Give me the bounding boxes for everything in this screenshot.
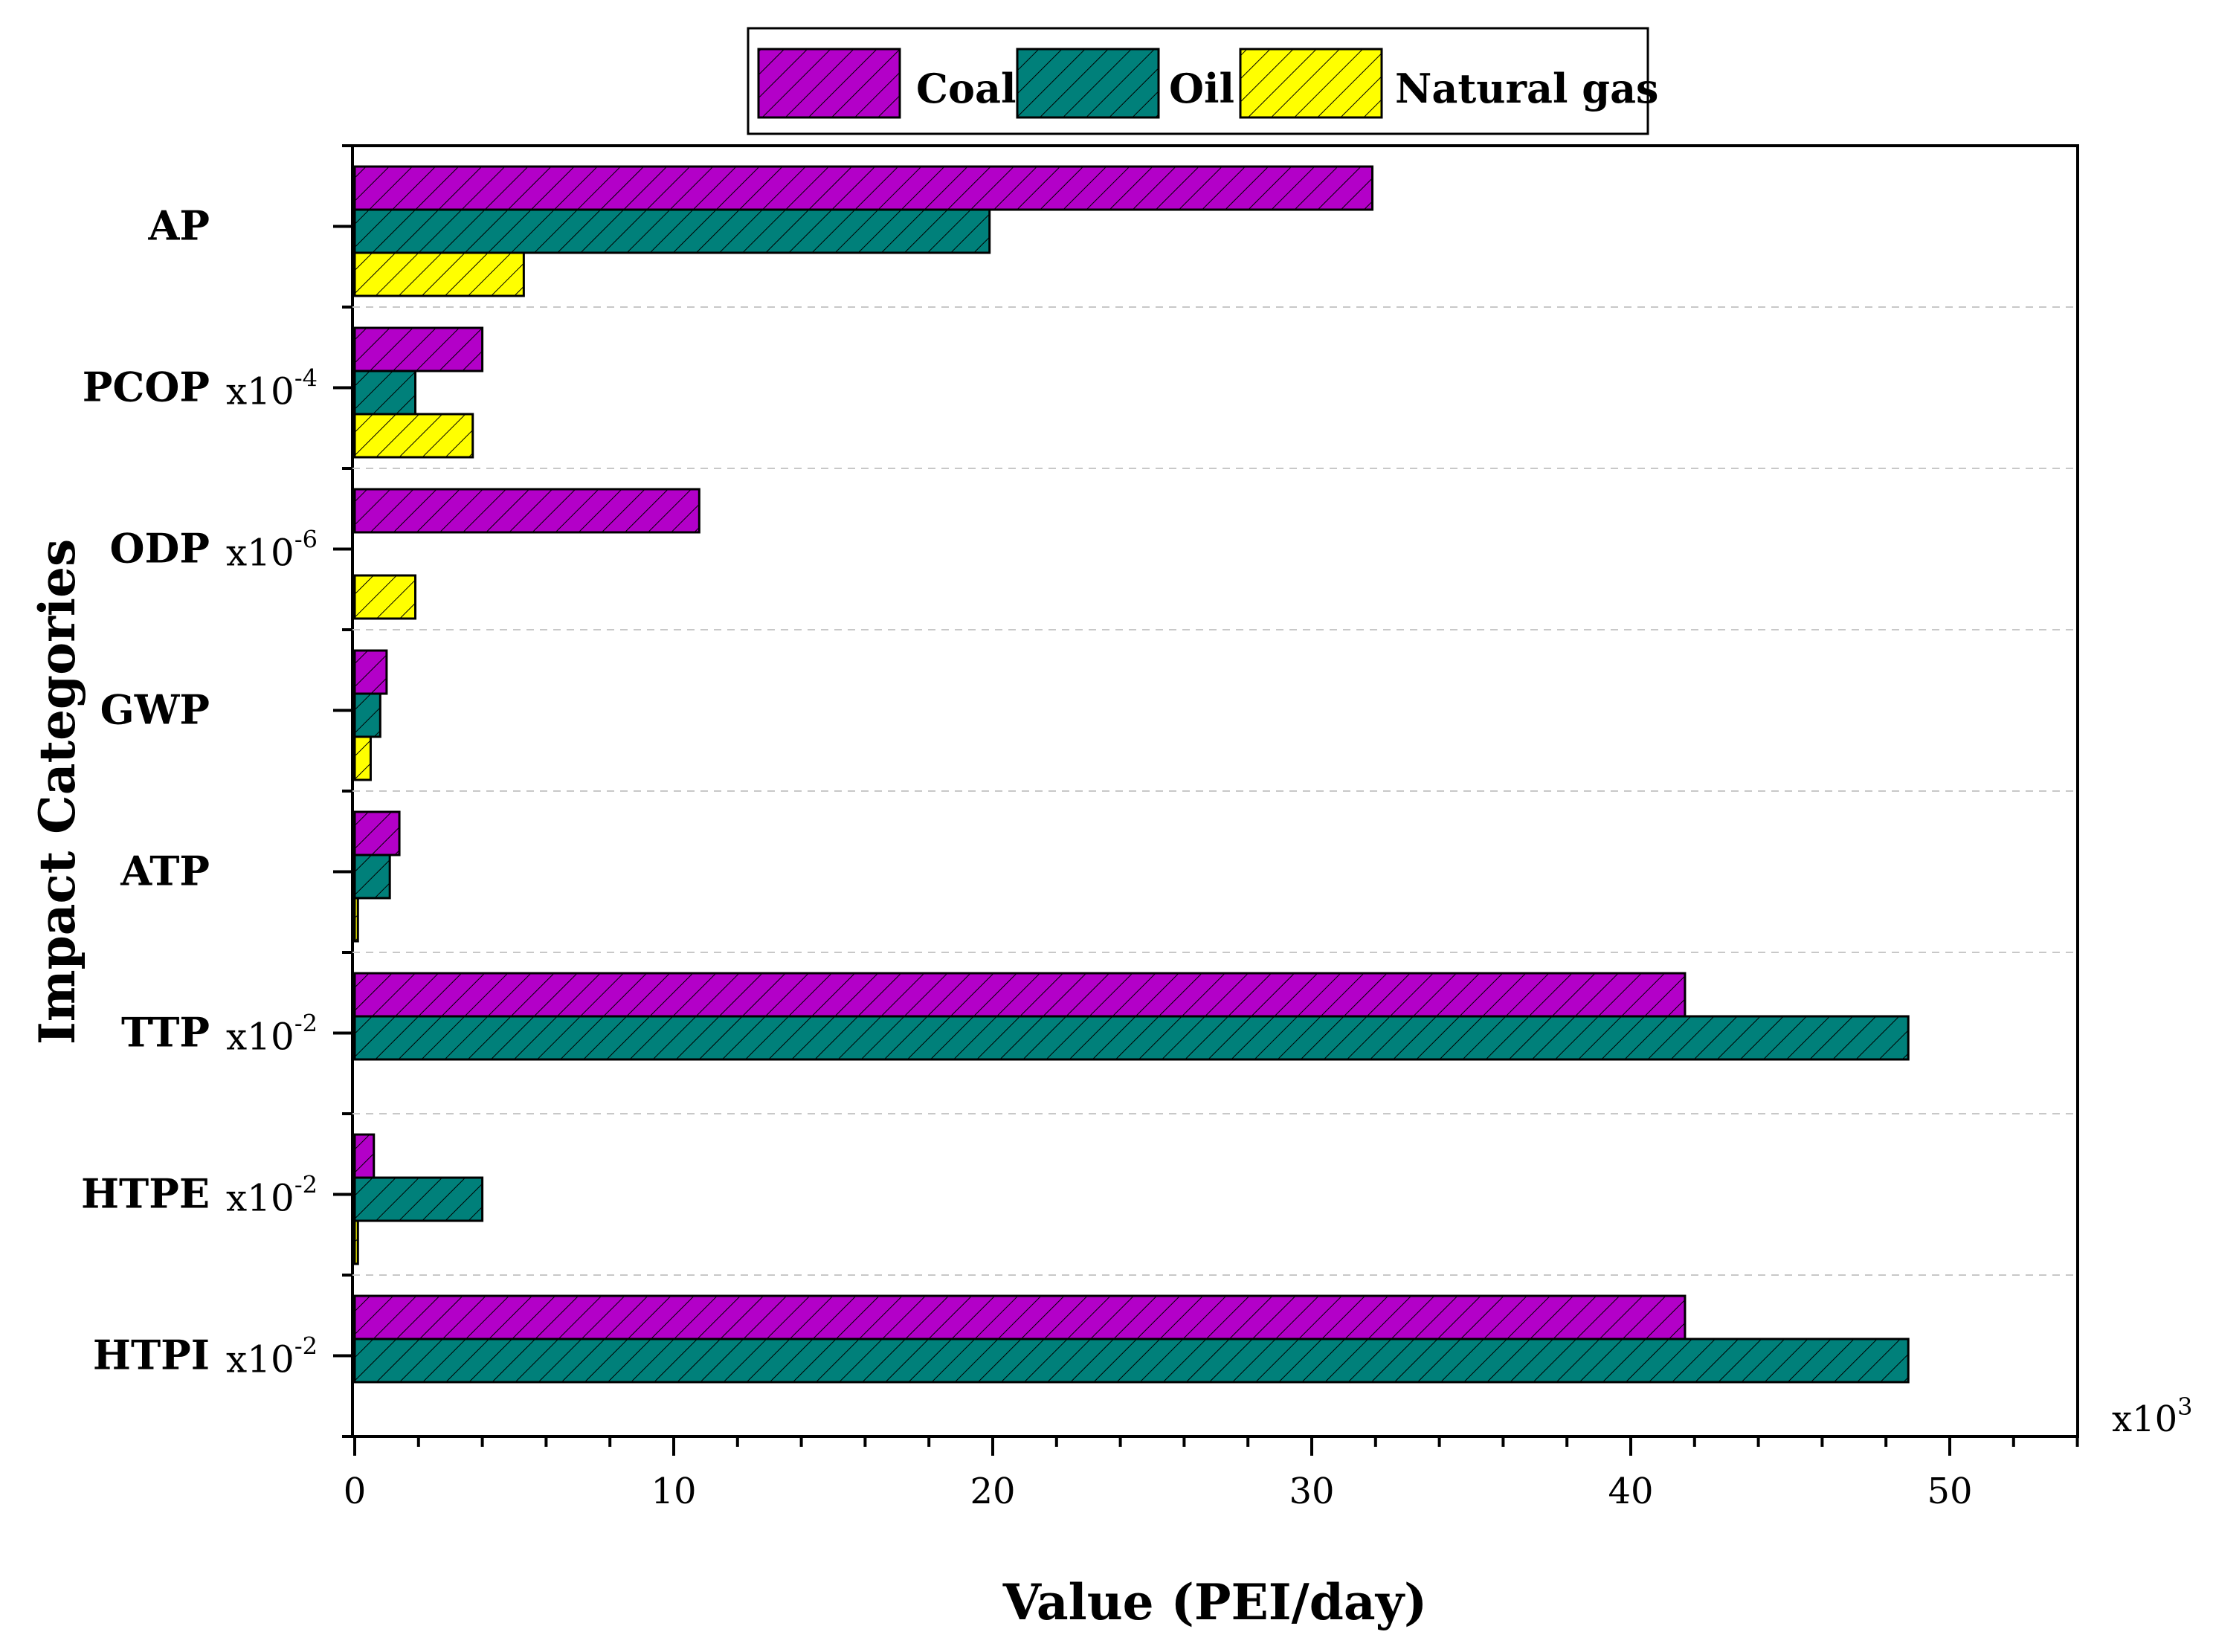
bar-natural_gas-odp — [353, 574, 417, 620]
bar-oil-htpe — [353, 1176, 484, 1222]
x-tick-labels: 0 10 20 30 40 50 — [344, 1471, 1973, 1512]
bar-coal-ap — [353, 165, 1374, 211]
bar-oil-ap — [353, 208, 991, 254]
bar-coal-atp — [353, 810, 401, 856]
bar-natural_gas-atp — [353, 897, 359, 943]
legend-label-coal: Coal — [916, 65, 1017, 112]
x-tick-label: 30 — [1289, 1471, 1334, 1512]
y-tick-label-odp: ODP — [110, 525, 210, 572]
y-tick-label-htpi: HTPI — [93, 1332, 210, 1379]
x-axis-multiplier: x103 — [2112, 1393, 2193, 1440]
y-axis-title: Impact Categories — [28, 539, 86, 1045]
bar-oil-gwp — [353, 692, 381, 738]
x-tick-label: 50 — [1927, 1471, 1972, 1512]
bar-coal-gwp — [353, 649, 388, 695]
bar-natural_gas-htpe — [353, 1219, 359, 1265]
y-tick-labels: AP PCOP x10-4 ODP x10-6 GWP ATP TTP x10-2 HTPE x10… — [81, 202, 318, 1381]
legend-label-natural-gas: Natural gas — [1395, 65, 1658, 112]
legend-swatch-oil — [1016, 48, 1160, 119]
axes — [333, 144, 2079, 1456]
y-tick-label-pcop: PCOP — [83, 364, 210, 411]
x-tick-label: 20 — [970, 1471, 1015, 1512]
x-tick-label: 10 — [651, 1471, 696, 1512]
category-scale-factor: x10-2 — [226, 1171, 318, 1220]
y-tick-label-atp: ATP — [120, 848, 210, 895]
legend: Coal Oil Natural gas — [747, 27, 1658, 135]
legend-swatch-natural-gas — [1239, 48, 1383, 119]
category-scale-factor: x10-2 — [226, 1010, 318, 1059]
grid-lines — [352, 306, 2078, 1276]
bar-oil-ttp — [353, 1015, 1910, 1061]
bars — [353, 165, 1910, 1384]
bar-coal-odp — [353, 488, 700, 534]
legend-label-oil: Oil — [1169, 65, 1234, 112]
x-axis-title: Value (PEI/day) — [1002, 1573, 1428, 1631]
bar-coal-htpe — [353, 1133, 376, 1179]
bar-natural_gas-pcop — [353, 413, 474, 459]
category-scale-factor: x10-4 — [226, 364, 318, 413]
y-tick-label-gwp: GWP — [100, 686, 210, 734]
legend-swatch-coal — [757, 48, 901, 119]
bar-oil-atp — [353, 854, 391, 900]
category-scale-factor: x10-2 — [226, 1332, 318, 1381]
x-tick-label: 40 — [1608, 1471, 1653, 1512]
category-scale-factor: x10-6 — [226, 526, 318, 575]
y-tick-label-ttp: TTP — [121, 1009, 210, 1056]
bar-coal-pcop — [353, 326, 484, 372]
bar-oil-pcop — [353, 370, 417, 416]
bar-coal-ttp — [353, 972, 1687, 1018]
bar-natural_gas-gwp — [353, 735, 372, 781]
x-tick-label: 0 — [344, 1471, 367, 1512]
y-tick-label-htpe: HTPE — [81, 1170, 210, 1218]
bar-oil-htpi — [353, 1338, 1910, 1384]
bar-natural_gas-ap — [353, 251, 525, 297]
x-axis-multiplier-exp: 3 — [2177, 1393, 2192, 1421]
y-tick-label-ap: AP — [147, 202, 210, 250]
bar-coal-htpi — [353, 1294, 1687, 1340]
